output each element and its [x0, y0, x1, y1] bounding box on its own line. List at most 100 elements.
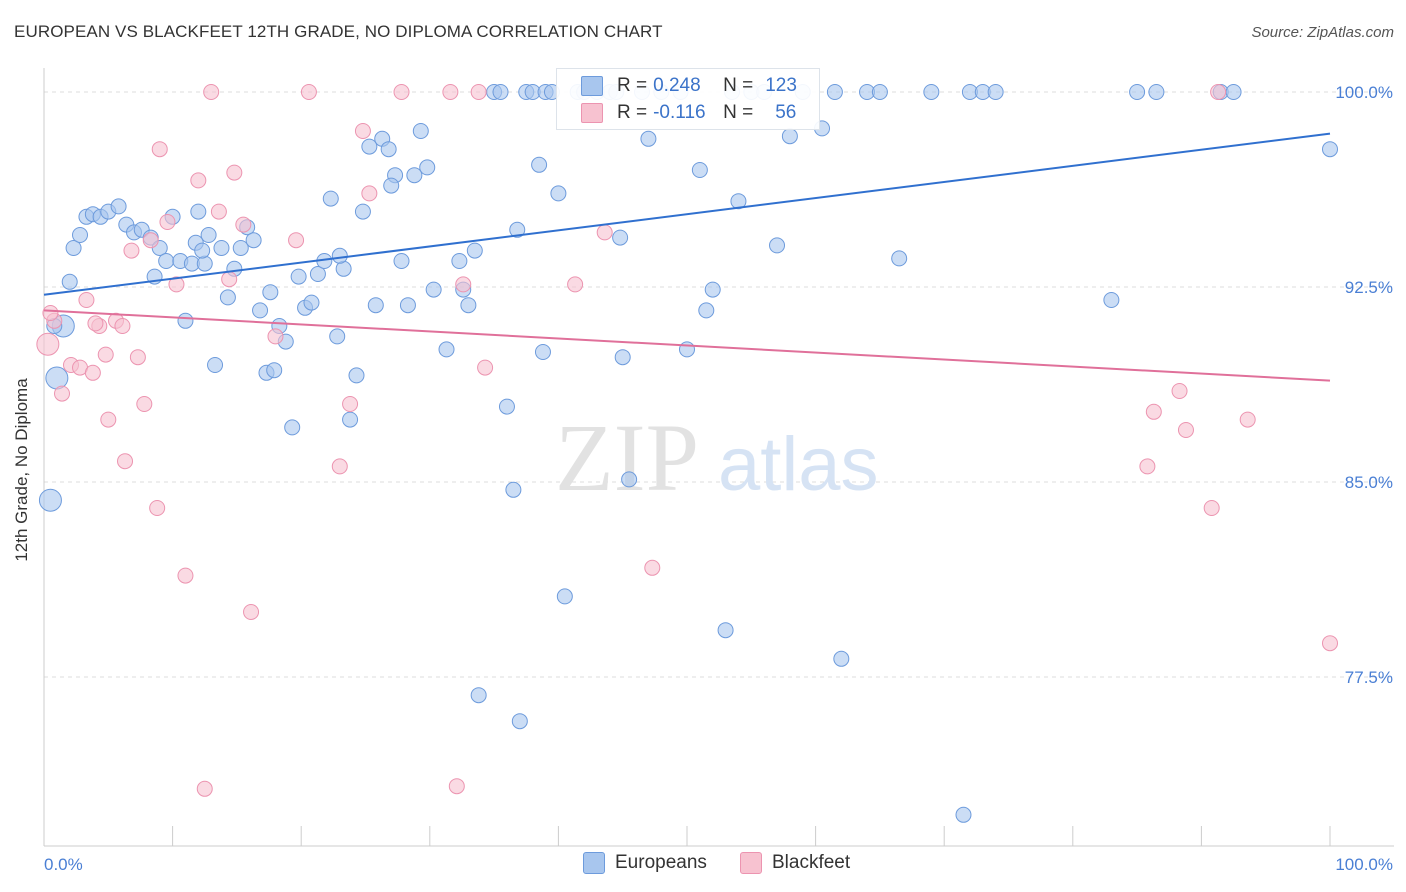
- blackfeet-point: [243, 604, 260, 620]
- y-tick-label: 77.5%: [1345, 668, 1393, 687]
- blackfeet-point: [644, 559, 661, 576]
- european-point: [342, 411, 359, 428]
- european-point: [354, 203, 371, 220]
- legend-item-europeans[interactable]: Europeans: [583, 852, 707, 874]
- blackfeet-point: [342, 396, 359, 412]
- european-point: [65, 240, 82, 256]
- blackfeet-legend-swatch: [740, 852, 762, 874]
- european-point: [361, 138, 378, 155]
- european-point: [207, 357, 224, 373]
- european-point: [232, 240, 249, 256]
- european-point: [640, 130, 657, 147]
- european-point: [45, 366, 69, 390]
- blackfeet-point: [142, 232, 159, 249]
- y-tick-label: 100.0%: [1335, 83, 1393, 102]
- european-point: [621, 471, 638, 488]
- blackfeet-swatch: [581, 103, 603, 123]
- european-point: [322, 190, 339, 207]
- n-label: N =: [723, 75, 754, 96]
- legend-item-blackfeet[interactable]: Blackfeet: [740, 852, 850, 874]
- blackfeet-point: [361, 185, 378, 202]
- trend-lines: [43, 132, 1331, 382]
- european-point: [534, 344, 551, 360]
- europeans-r-value: 0.248: [653, 75, 701, 96]
- blackfeet-r-value: -0.116: [653, 102, 706, 123]
- european-point: [196, 255, 213, 272]
- european-point: [245, 232, 262, 249]
- blackfeet-point: [149, 500, 166, 516]
- european-point: [833, 650, 850, 667]
- european-point: [470, 687, 487, 704]
- blackfeet-point: [100, 411, 117, 428]
- european-point: [826, 84, 843, 100]
- european-point: [367, 297, 384, 314]
- european-point: [509, 221, 526, 238]
- y-axis-label: 12th Grade, No Diploma: [12, 378, 31, 562]
- blackfeet-point: [470, 84, 487, 100]
- european-point: [769, 237, 786, 254]
- european-point: [691, 162, 708, 178]
- european-point: [303, 294, 320, 311]
- blackfeet-point: [84, 364, 101, 381]
- european-point: [190, 203, 207, 220]
- blackfeet-point: [1203, 500, 1220, 516]
- european-point: [252, 302, 269, 319]
- y-tick-label: 92.5%: [1345, 278, 1393, 297]
- blackfeet-point: [97, 346, 114, 363]
- european-point: [679, 341, 695, 358]
- european-point: [348, 367, 365, 384]
- watermark-zip: ZIP: [555, 404, 699, 511]
- european-point: [1225, 84, 1242, 100]
- european-point: [891, 250, 908, 267]
- blackfeet-point: [42, 305, 59, 321]
- blackfeet-point: [36, 332, 60, 356]
- european-point: [987, 84, 1004, 100]
- blackfeet-point: [159, 214, 176, 230]
- european-point: [498, 398, 515, 415]
- european-point: [717, 622, 734, 639]
- european-point: [266, 362, 283, 379]
- blackfeet-point: [1145, 403, 1162, 420]
- european-point: [380, 141, 397, 158]
- european-point: [1129, 84, 1146, 100]
- european-point: [331, 247, 348, 264]
- european-point: [531, 156, 548, 173]
- european-point: [614, 349, 631, 366]
- watermark-atlas: atlas: [718, 422, 879, 507]
- european-point: [511, 713, 528, 730]
- blackfeet-point: [78, 292, 95, 308]
- blackfeet-point: [477, 359, 494, 376]
- blackfeet-point: [448, 778, 465, 795]
- blackfeet-point: [354, 123, 371, 139]
- european-point: [460, 297, 477, 314]
- legend-row-europeans: R = 0.248 N = 123: [581, 74, 797, 98]
- blackfeet-point: [136, 396, 153, 412]
- european-point: [466, 242, 483, 259]
- watermark: ZIP atlas: [555, 404, 879, 511]
- blackfeet-point: [235, 216, 252, 233]
- stats-legend: R = 0.248 N = 123 R = -0.116 N = 56: [556, 68, 820, 130]
- blackfeet-point: [596, 224, 613, 241]
- european-point: [505, 481, 522, 498]
- blackfeet-point: [123, 242, 140, 259]
- blackfeet-point: [226, 164, 243, 181]
- blackfeet-point: [442, 84, 459, 100]
- blackfeet-point: [1322, 635, 1338, 652]
- european-point: [1322, 141, 1338, 158]
- x-tick-label: 100.0%: [1335, 855, 1393, 874]
- european-point: [556, 588, 573, 605]
- blackfeet-point: [1171, 383, 1188, 399]
- blackfeet-point: [393, 84, 410, 100]
- european-point: [419, 159, 436, 176]
- blackfeet-point: [196, 780, 213, 797]
- blackfeet-trend-line: [43, 309, 1331, 382]
- source-credit: Source: ZipAtlas.com: [1251, 24, 1394, 41]
- european-point: [329, 328, 346, 345]
- blackfeet-point: [177, 567, 194, 584]
- y-tick-label: 85.0%: [1345, 473, 1393, 492]
- european-point: [262, 284, 279, 301]
- european-point: [438, 341, 455, 358]
- european-point: [781, 128, 798, 145]
- blackfeet-point: [1210, 84, 1227, 100]
